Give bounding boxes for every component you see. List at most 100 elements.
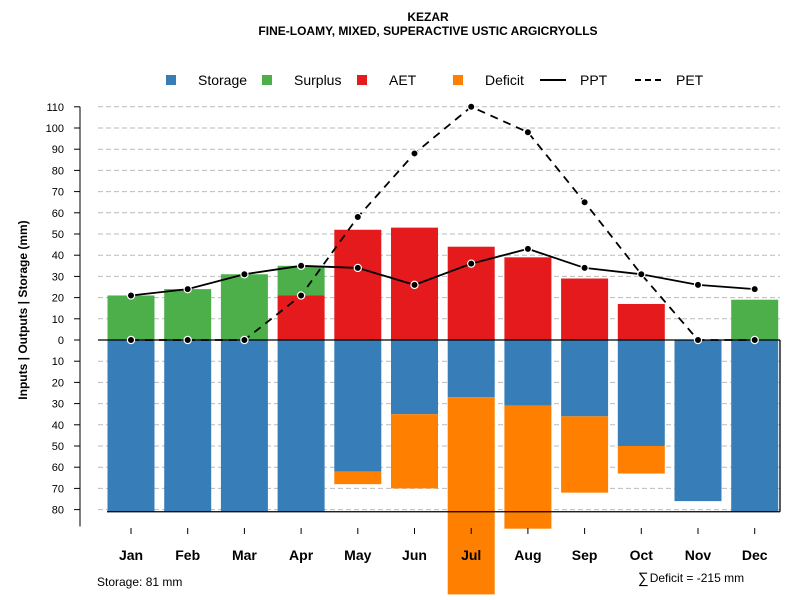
x-tick-label-mar: Mar	[232, 547, 257, 563]
aet-bar-aug	[504, 257, 552, 340]
y-tick-label: 10	[52, 314, 64, 326]
ppt-line-point-dec	[750, 284, 759, 294]
y-tick-label: 50	[52, 229, 64, 241]
pet-line	[131, 105, 755, 341]
x-tick-label-may: May	[344, 547, 371, 563]
sigma-symbol: ∑	[638, 570, 649, 587]
ppt-line-point-feb	[183, 284, 192, 294]
y-tick-label: 40	[52, 420, 64, 432]
ppt-line-point-jul	[467, 259, 476, 268]
ppt-line-point-may	[353, 263, 362, 273]
chart-subtitle: FINE-LOAMY, MIXED, SUPERACTIVE USTIC ARG…	[258, 24, 598, 38]
legend-label-aet: AET	[389, 72, 417, 88]
y-tick-label: 0	[58, 335, 64, 347]
pet-line-point-jul	[467, 102, 476, 112]
pet-line-point-mar	[240, 335, 249, 345]
legend-line-pet	[635, 79, 661, 81]
storage-bar-may	[334, 340, 382, 472]
ppt-line-point-mar	[240, 270, 249, 279]
storage-bar-apr	[277, 340, 325, 512]
y-tick-label: 10	[52, 356, 64, 368]
y-tick-label: 30	[52, 271, 64, 283]
storage-bar-oct	[617, 340, 665, 446]
deficit-bar-sep	[561, 416, 609, 493]
surplus-bar-jan	[107, 295, 155, 340]
deficit-footnote: ∑Deficit = -215 mm	[638, 570, 744, 587]
pet-line-point-nov	[693, 335, 703, 345]
legend-swatch-storage	[166, 75, 176, 85]
aet-bar-may	[334, 229, 382, 340]
legend-swatch-aet	[357, 75, 367, 85]
x-tick-label-oct: Oct	[630, 547, 654, 563]
surplus-bar-dec	[731, 299, 779, 340]
legend-swatch-deficit	[453, 75, 463, 85]
deficit-bar-may	[334, 471, 382, 485]
ppt-line-point-sep	[580, 263, 589, 273]
legend-label-ppt: PPT	[580, 72, 608, 88]
y-tick-label: 80	[52, 165, 64, 177]
ppt-line-point-nov	[693, 280, 703, 290]
x-tick-label-sep: Sep	[572, 547, 598, 563]
y-tick-label: 60	[52, 462, 64, 474]
x-tick-label-jan: Jan	[119, 547, 143, 563]
legend-swatch-surplus	[262, 75, 272, 85]
y-tick-label: 20	[52, 293, 64, 305]
deficit-bar-jul	[447, 397, 495, 595]
y-tick-label: 60	[52, 208, 64, 220]
pet-line-point-apr	[296, 291, 306, 300]
pet-line-point-dec	[750, 335, 759, 345]
storage-bar-jan	[107, 340, 155, 512]
pet-line-point-jan	[126, 335, 136, 345]
y-tick-label: 40	[52, 250, 64, 262]
x-tick-label-feb: Feb	[175, 547, 200, 563]
storage-bar-jul	[447, 340, 495, 398]
y-tick-label: 30	[52, 399, 64, 411]
storage-bar-jun	[391, 340, 438, 415]
ppt-line-point-jun	[410, 280, 419, 290]
x-tick-label-jul: Jul	[461, 547, 481, 563]
y-tick-label: 50	[52, 441, 64, 453]
ppt-line-point-oct	[637, 270, 646, 279]
storage-bar-feb	[164, 340, 212, 512]
storage-bar-nov	[674, 340, 722, 502]
pet-line-point-sep	[580, 197, 589, 207]
aet-bar-apr	[277, 295, 325, 340]
legend-label-pet: PET	[676, 72, 704, 88]
surplus-bar-mar	[220, 274, 268, 340]
ppt-line-point-apr	[296, 261, 306, 270]
x-tick-label-apr: Apr	[289, 547, 314, 563]
storage-bar-sep	[561, 340, 609, 417]
y-tick-label: 100	[46, 123, 64, 135]
pet-line-point-feb	[183, 335, 192, 345]
storage-bar-aug	[504, 340, 552, 406]
deficit-bar-aug	[504, 405, 552, 529]
ppt-line	[130, 247, 755, 297]
y-tick-label: 70	[52, 483, 64, 495]
legend-label-deficit: Deficit	[485, 72, 524, 88]
chart-legend: Storage Surplus AET Deficit PPT PET	[0, 71, 800, 89]
legend-line-ppt	[540, 79, 566, 81]
legend-label-surplus: Surplus	[294, 72, 342, 88]
aet-bar-oct	[617, 303, 665, 340]
y-tick-label: 90	[52, 144, 64, 156]
deficit-bar-jun	[391, 414, 438, 489]
pet-line-point-jun	[410, 149, 419, 158]
y-tick-label: 20	[52, 377, 64, 389]
x-tick-label-dec: Dec	[742, 547, 768, 563]
legend-label-storage: Storage	[198, 72, 248, 88]
surplus-bar-apr	[277, 265, 325, 296]
x-tick-label-nov: Nov	[685, 547, 712, 563]
chart-title: KEZAR	[407, 10, 449, 24]
deficit-footnote-text: Deficit = -215 mm	[649, 571, 745, 585]
x-tick-label-aug: Aug	[514, 547, 541, 563]
ppt-line-point-jan	[126, 291, 136, 300]
storage-footnote: Storage: 81 mm	[97, 575, 183, 589]
x-tick-label-jun: Jun	[402, 547, 427, 563]
pet-line-point-may	[353, 212, 362, 222]
pet-line-point-aug	[523, 128, 533, 137]
y-tick-label: 110	[46, 102, 64, 114]
surplus-bar-feb	[164, 289, 212, 340]
storage-bar-mar	[220, 340, 268, 512]
deficit-bar-oct	[617, 446, 665, 474]
y-tick-label: 70	[52, 187, 64, 199]
